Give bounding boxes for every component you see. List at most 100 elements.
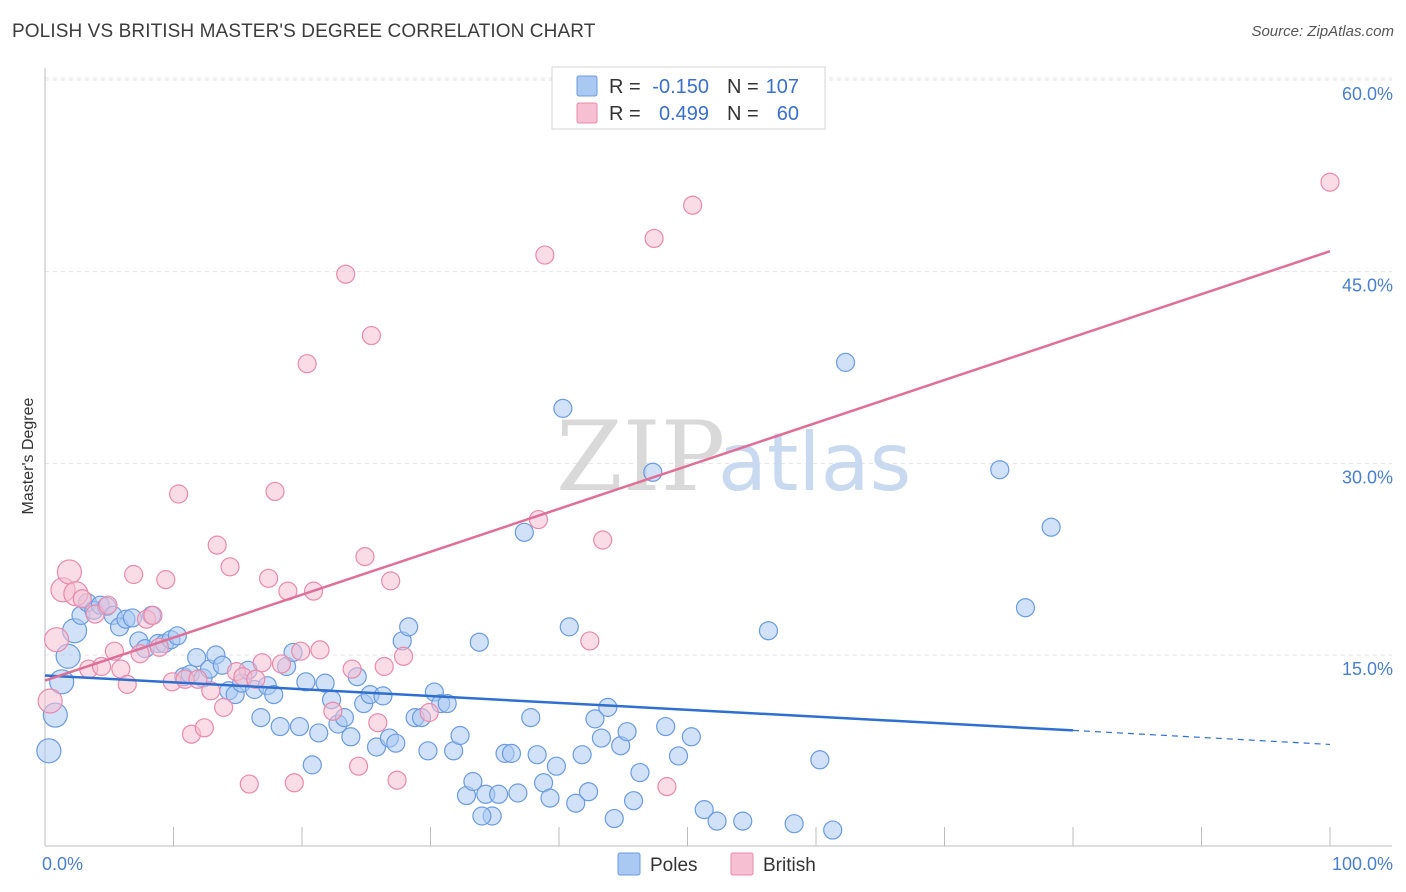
point-poles	[1015, 598, 1036, 618]
chart-title: POLISH VS BRITISH MASTER'S DEGREE CORREL…	[12, 21, 596, 42]
point-british	[310, 640, 330, 660]
legend-swatch-british	[576, 102, 598, 124]
point-british	[535, 245, 555, 265]
point-poles	[990, 460, 1010, 480]
point-british	[72, 589, 92, 609]
point-british	[143, 605, 163, 625]
point-british	[419, 702, 439, 723]
point-british	[117, 674, 137, 694]
point-poles	[373, 686, 393, 706]
legend-r-value-poles: -0.150	[652, 76, 709, 98]
point-poles	[566, 793, 586, 813]
point-british	[194, 718, 214, 738]
bottom-legend-swatch-british	[730, 852, 754, 876]
point-british	[220, 557, 240, 577]
point-british	[336, 264, 356, 284]
legend: R = -0.150 N = 107 R = 0.499 N = 60	[551, 66, 826, 130]
point-poles	[733, 811, 753, 831]
legend-r-label: R =	[609, 76, 641, 98]
point-poles	[617, 722, 637, 742]
point-british	[291, 641, 311, 661]
point-poles	[540, 788, 560, 808]
point-british	[593, 530, 613, 550]
gridlines	[45, 77, 1392, 656]
point-poles	[489, 784, 509, 804]
point-poles	[694, 800, 714, 820]
legend-n-label: N =	[727, 103, 759, 125]
point-poles	[784, 814, 804, 834]
trend-lines	[44, 250, 1331, 746]
scatter-points	[36, 172, 1340, 840]
point-poles	[399, 617, 419, 637]
point-poles	[450, 725, 470, 746]
point-poles	[437, 693, 457, 714]
watermark-atlas: atlas	[718, 416, 911, 509]
point-british	[323, 701, 343, 721]
y-tick-label: 60.0%	[1342, 84, 1393, 104]
point-british	[284, 773, 304, 793]
point-poles	[810, 750, 830, 770]
x-tick-label: 100.0%	[1332, 854, 1393, 874]
point-british	[246, 669, 266, 689]
point-poles	[559, 617, 579, 637]
point-poles	[835, 352, 856, 372]
watermark-zip: ZIP	[556, 401, 725, 513]
point-poles	[251, 708, 271, 728]
point-british	[271, 654, 292, 674]
point-poles	[264, 685, 284, 705]
point-poles	[823, 820, 843, 840]
point-british	[355, 547, 375, 567]
point-british	[169, 484, 189, 504]
point-poles	[585, 709, 605, 729]
point-poles	[572, 745, 592, 765]
series-british	[37, 172, 1340, 797]
point-british	[374, 656, 394, 677]
point-poles	[289, 716, 310, 737]
y-tick-label: 15.0%	[1342, 659, 1393, 679]
point-british	[252, 653, 272, 673]
point-british	[348, 756, 369, 776]
point-poles	[604, 808, 624, 829]
point-poles	[681, 727, 701, 747]
point-poles	[514, 522, 534, 542]
point-poles	[341, 727, 361, 747]
point-british	[657, 777, 677, 797]
point-british	[683, 195, 703, 215]
legend-row-british: R = 0.499 N = 60	[576, 102, 799, 125]
point-british	[201, 681, 221, 701]
bottom-legend: Poles British	[617, 852, 816, 876]
point-british	[43, 627, 70, 653]
point-british	[156, 570, 176, 590]
legend-n-value-british: 60	[777, 103, 799, 125]
legend-n-value-poles: 107	[766, 76, 799, 98]
point-british	[368, 713, 388, 733]
legend-r-label: R =	[609, 103, 641, 125]
point-poles	[527, 745, 547, 765]
y-axis-label: Master's Degree	[20, 397, 37, 514]
point-poles	[656, 716, 676, 737]
point-poles	[463, 771, 483, 792]
point-poles	[758, 621, 779, 641]
bottom-legend-label-british: British	[763, 855, 816, 876]
point-poles	[418, 741, 438, 761]
legend-row-poles: R = -0.150 N = 107	[576, 75, 799, 98]
point-poles	[309, 723, 329, 743]
point-british	[644, 228, 664, 249]
point-british	[297, 354, 317, 374]
point-poles	[386, 733, 406, 753]
trend-line-poles	[44, 674, 1074, 732]
point-poles	[508, 783, 528, 803]
point-british	[98, 595, 118, 615]
point-british	[342, 659, 362, 679]
point-poles	[315, 673, 335, 693]
point-poles	[553, 398, 573, 418]
point-poles	[302, 755, 322, 775]
point-poles	[469, 632, 489, 652]
point-poles	[630, 762, 650, 783]
point-british	[37, 688, 63, 714]
point-british	[387, 770, 407, 790]
trend-extension-poles	[1072, 729, 1331, 746]
point-poles	[591, 728, 612, 748]
point-british	[258, 568, 279, 588]
